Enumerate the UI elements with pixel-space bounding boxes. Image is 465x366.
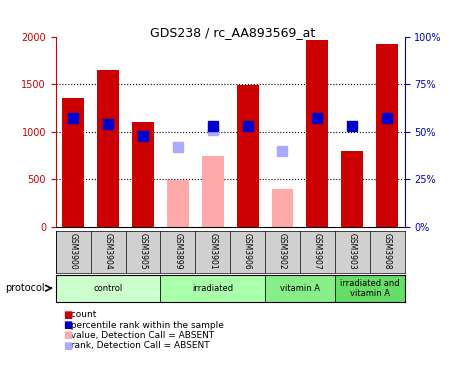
Text: ■: ■ [63,330,72,340]
Text: control: control [93,284,123,293]
Text: GSM3902: GSM3902 [278,233,287,270]
FancyBboxPatch shape [335,274,405,302]
Bar [167,180,189,227]
Text: value, Detection Call = ABSENT: value, Detection Call = ABSENT [65,331,214,340]
Text: GSM3901: GSM3901 [208,233,217,270]
Text: GSM3904: GSM3904 [104,233,113,270]
Text: rank, Detection Call = ABSENT: rank, Detection Call = ABSENT [65,341,210,350]
Text: GSM3900: GSM3900 [69,233,78,270]
Text: GSM3908: GSM3908 [383,233,392,270]
Bar [272,189,293,227]
Text: vitamin A: vitamin A [280,284,320,293]
Text: ■: ■ [63,310,72,320]
Bar [306,40,328,227]
Text: protocol: protocol [5,283,44,294]
Text: GSM3905: GSM3905 [139,233,147,270]
Text: irradiated and
vitamin A: irradiated and vitamin A [340,279,399,298]
Bar [237,85,259,227]
FancyBboxPatch shape [56,274,160,302]
Text: GSM3906: GSM3906 [243,233,252,270]
Text: GDS238 / rc_AA893569_at: GDS238 / rc_AA893569_at [150,26,315,39]
Bar [62,98,84,227]
FancyBboxPatch shape [265,274,335,302]
Text: count: count [65,310,96,319]
FancyBboxPatch shape [160,274,265,302]
Bar [97,70,119,227]
Bar [376,44,398,227]
Text: percentile rank within the sample: percentile rank within the sample [65,321,224,329]
Text: GSM3903: GSM3903 [348,233,357,270]
Text: ■: ■ [63,320,72,330]
Text: ■: ■ [63,340,72,351]
Bar [341,151,363,227]
Bar [202,156,224,227]
Text: irradiated: irradiated [192,284,233,293]
Bar [132,122,154,227]
Text: GSM3899: GSM3899 [173,233,182,270]
Text: GSM3907: GSM3907 [313,233,322,270]
